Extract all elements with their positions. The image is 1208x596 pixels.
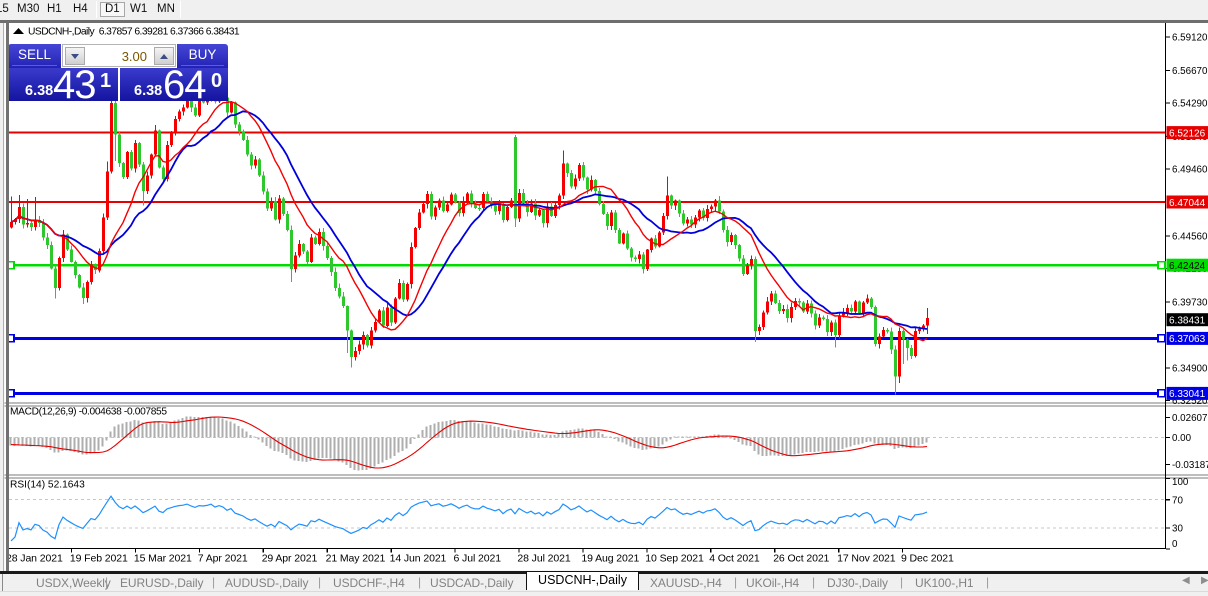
svg-text:15 Mar 2021: 15 Mar 2021 — [134, 553, 192, 565]
svg-text:100: 100 — [1172, 477, 1189, 488]
svg-text:6.47044: 6.47044 — [1169, 198, 1206, 209]
svg-text:70: 70 — [1172, 495, 1183, 506]
svg-text:26 Oct 2021: 26 Oct 2021 — [773, 553, 829, 565]
svg-text:6.44560: 6.44560 — [1172, 232, 1208, 243]
svg-text:MACD(12,26,9) -0.004638 -0.007: MACD(12,26,9) -0.004638 -0.007855 — [10, 407, 167, 418]
svg-text:6.33041: 6.33041 — [1169, 389, 1206, 400]
svg-text:0.00: 0.00 — [1172, 433, 1192, 444]
svg-text:19 Feb 2021: 19 Feb 2021 — [70, 553, 128, 565]
svg-text:4 Oct 2021: 4 Oct 2021 — [709, 553, 760, 565]
svg-text:6.54290: 6.54290 — [1172, 99, 1208, 110]
svg-text:6 Jul 2021: 6 Jul 2021 — [454, 553, 502, 565]
svg-text:9 Dec 2021: 9 Dec 2021 — [901, 553, 954, 565]
svg-text:14 Jun 2021: 14 Jun 2021 — [390, 553, 447, 565]
svg-text:6.56670: 6.56670 — [1172, 66, 1208, 77]
svg-text:0.02607: 0.02607 — [1172, 413, 1207, 424]
svg-text:7 Apr 2021: 7 Apr 2021 — [198, 553, 248, 565]
svg-text:28 Jul 2021: 28 Jul 2021 — [517, 553, 570, 565]
svg-text:6.42424: 6.42424 — [1169, 261, 1206, 272]
svg-text:6.52126: 6.52126 — [1169, 128, 1206, 139]
svg-text:29 Apr 2021: 29 Apr 2021 — [262, 553, 318, 565]
svg-text:28 Jan 2021: 28 Jan 2021 — [6, 553, 63, 565]
svg-text:-0.03187: -0.03187 — [1172, 460, 1208, 471]
svg-text:6.37063: 6.37063 — [1169, 334, 1206, 345]
svg-text:6.32520: 6.32520 — [1172, 396, 1208, 407]
svg-text:6.38431: 6.38431 — [1169, 316, 1206, 327]
svg-text:30: 30 — [1172, 524, 1183, 535]
svg-text:0: 0 — [1172, 539, 1178, 550]
svg-text:RSI(14) 52.1643: RSI(14) 52.1643 — [10, 480, 85, 491]
svg-text:6.49460: 6.49460 — [1172, 165, 1208, 176]
svg-text:6.34900: 6.34900 — [1172, 364, 1208, 375]
svg-text:17 Nov 2021: 17 Nov 2021 — [837, 553, 896, 565]
svg-text:21 May 2021: 21 May 2021 — [326, 553, 386, 565]
svg-text:6.39730: 6.39730 — [1172, 298, 1208, 309]
svg-text:10 Sep 2021: 10 Sep 2021 — [645, 553, 704, 565]
svg-text:6.59120: 6.59120 — [1172, 33, 1208, 44]
svg-text:19 Aug 2021: 19 Aug 2021 — [581, 553, 639, 565]
svg-text:USDCNH-,Daily 6.37857 6.39281: USDCNH-,Daily 6.37857 6.39281 6.37366 6.… — [28, 27, 240, 38]
